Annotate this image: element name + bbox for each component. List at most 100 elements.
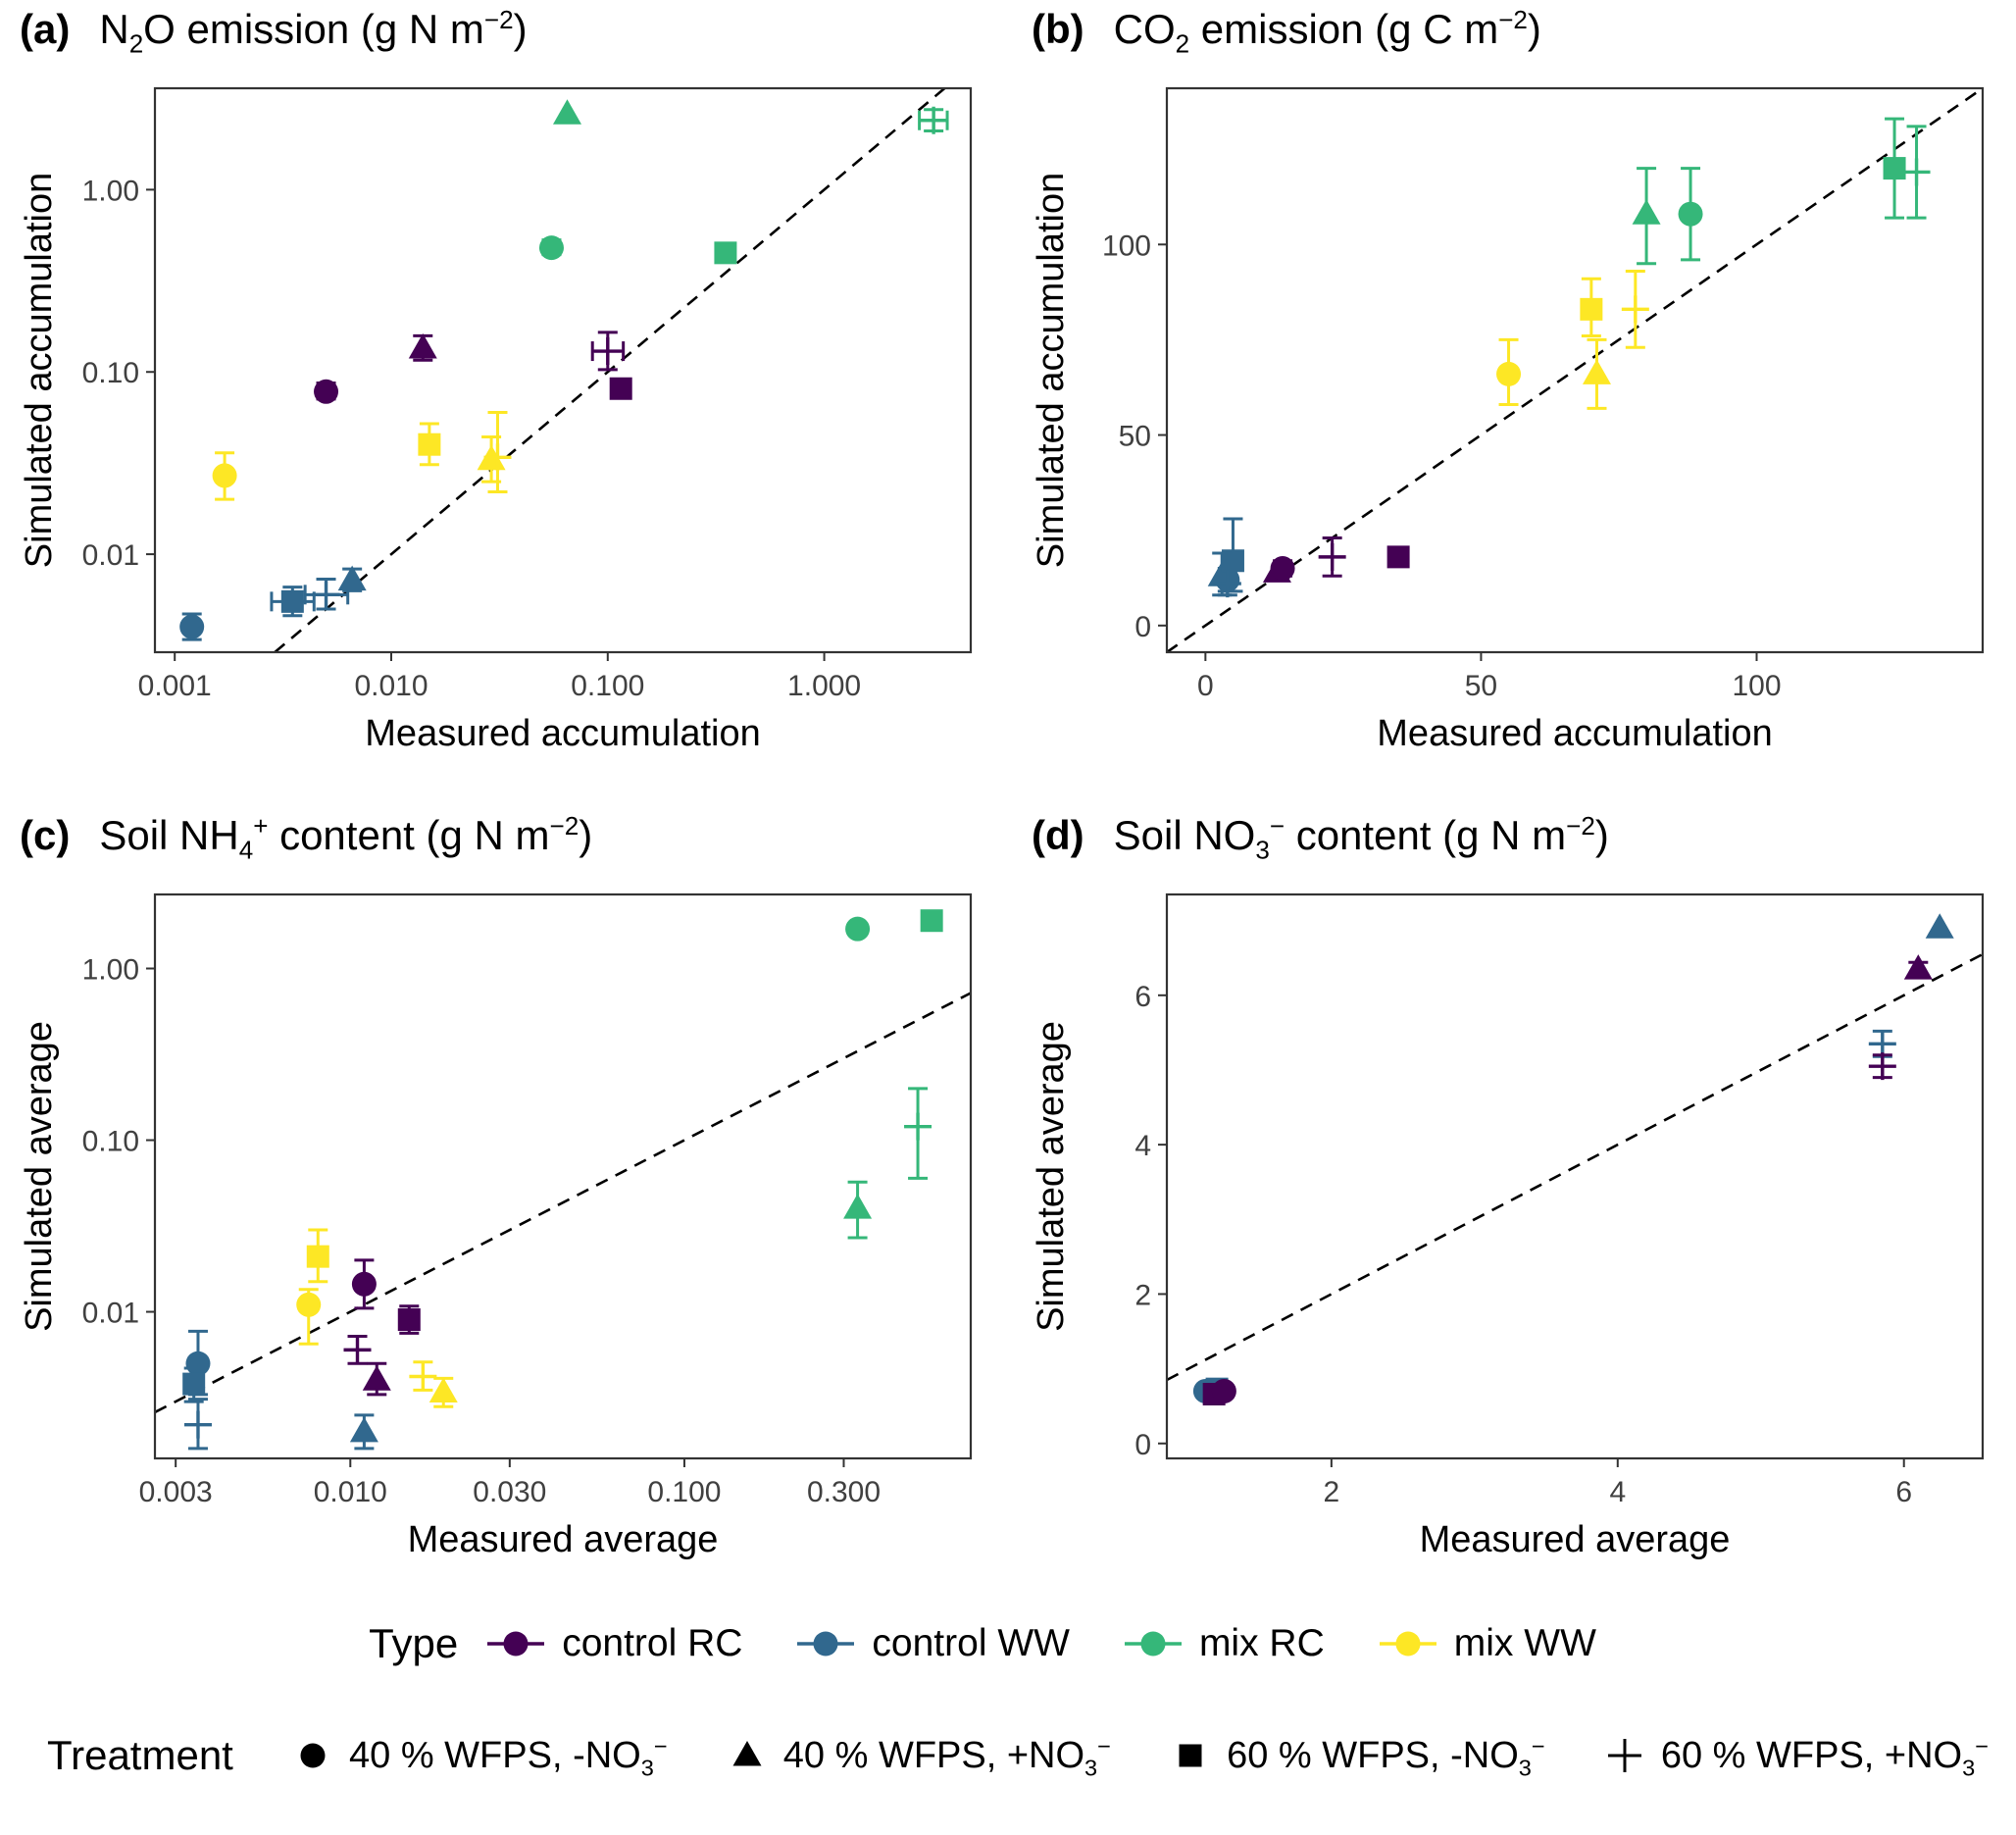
y-tick-label: 0 bbox=[1134, 1429, 1151, 1461]
square-marker bbox=[1883, 157, 1906, 180]
panel-b-plot: 0 50 100 0 50 100 Measured accumulation Simulat… bbox=[1031, 86, 1985, 754]
type-legend-glyph-icon bbox=[1124, 1631, 1182, 1657]
type-legend-item: mix WW bbox=[1376, 1622, 1596, 1665]
panel-a-header: (a) N2O emission (g N m−2) bbox=[8, 6, 996, 78]
y-tick-label: 1.00 bbox=[82, 953, 139, 986]
circle-marker bbox=[845, 916, 871, 942]
x-tick-label: 0.100 bbox=[647, 1476, 721, 1508]
identity-line bbox=[1166, 86, 1984, 654]
axes: 0.003 0.010 0.030 0.100 0.300 0.01 0.10 1.00 Mea… bbox=[19, 953, 881, 1560]
treatment-legend-item: 60 % WFPS, +NO3− bbox=[1602, 1732, 1989, 1781]
treatment-legend-label: 60 % WFPS, +NO3− bbox=[1660, 1732, 1989, 1781]
circle-marker bbox=[185, 1351, 211, 1376]
type-legend-item: control WW bbox=[793, 1622, 1070, 1665]
triangle-marker bbox=[337, 565, 367, 591]
circle-legend-icon bbox=[300, 1743, 326, 1768]
square-marker bbox=[1179, 1744, 1202, 1767]
plus-marker bbox=[312, 581, 340, 609]
x-tick-label: 0.010 bbox=[354, 670, 428, 702]
y-tick-label: 0 bbox=[1134, 611, 1151, 643]
type-legend-label: mix RC bbox=[1198, 1622, 1325, 1664]
square-marker bbox=[714, 241, 737, 265]
plus-legend-icon bbox=[1607, 1739, 1641, 1772]
square-marker bbox=[280, 589, 304, 613]
plot-panel-border bbox=[1165, 86, 1985, 654]
y-tick-label: 50 bbox=[1119, 421, 1151, 453]
panel-a-plot: 0.001 0.010 0.100 1.000 0.01 0.10 1.00 Measured… bbox=[19, 86, 973, 754]
y-tick-label: 100 bbox=[1102, 229, 1151, 262]
plus-marker bbox=[904, 1112, 932, 1141]
triangle-marker bbox=[1582, 359, 1611, 384]
square-marker bbox=[1386, 545, 1410, 569]
plus-marker bbox=[183, 1410, 212, 1439]
x-tick-label: 0.300 bbox=[807, 1476, 881, 1508]
panel-c-title: Soil NH4+ content (g N m−2) bbox=[99, 811, 593, 865]
x-tick-label: 0 bbox=[1197, 670, 1214, 702]
plot-panel-border bbox=[153, 892, 973, 1460]
square-marker bbox=[182, 1372, 206, 1396]
circle-marker bbox=[538, 235, 564, 261]
circle-marker bbox=[1678, 201, 1703, 227]
y-axis-title: Simulated average bbox=[19, 1021, 60, 1332]
data-points bbox=[179, 99, 948, 639]
panel-d-header: (d) Soil NO3− content (g N m−2) bbox=[1020, 812, 2008, 885]
panel-a: (a) N2O emission (g N m−2) 0.001 0.010 0.1… bbox=[8, 6, 996, 765]
type-legend-title: Type bbox=[369, 1620, 459, 1666]
x-tick-label: 2 bbox=[1324, 1476, 1340, 1508]
x-tick-label: 0.100 bbox=[571, 670, 644, 702]
square-legend-icon bbox=[1179, 1744, 1202, 1767]
plus-marker bbox=[1868, 1052, 1896, 1081]
x-tick-label: 0.003 bbox=[139, 1476, 213, 1508]
circle-marker bbox=[1270, 556, 1295, 582]
panel-c-label: (c) bbox=[20, 812, 71, 858]
axes: 2 4 6 0 2 4 6 Measured average Simulated average bbox=[1031, 981, 1912, 1560]
triangle-marker bbox=[732, 1741, 762, 1766]
panel-b-title: CO2 emission (g C m−2) bbox=[1113, 5, 1541, 59]
plus-marker bbox=[409, 1362, 437, 1391]
square-marker bbox=[609, 377, 632, 400]
x-tick-label: 100 bbox=[1732, 670, 1781, 702]
circle-marker bbox=[314, 379, 339, 404]
panel-d-title: Soil NO3− content (g N m−2) bbox=[1113, 811, 1609, 865]
type-legend-item: mix RC bbox=[1121, 1622, 1325, 1665]
x-axis-title: Measured average bbox=[1420, 1519, 1731, 1560]
square-marker bbox=[418, 433, 441, 456]
y-tick-label: 1.00 bbox=[82, 175, 139, 207]
triangle-marker bbox=[408, 333, 437, 359]
y-tick-label: 0.01 bbox=[82, 1298, 139, 1330]
panel-b-label: (b) bbox=[1032, 6, 1084, 52]
data-points bbox=[182, 909, 943, 1443]
type-legend-label: control WW bbox=[872, 1622, 1070, 1664]
y-tick-label: 0.10 bbox=[82, 1126, 139, 1158]
square-marker bbox=[397, 1308, 421, 1332]
type-legend-items: control RC control WW mix RC mix WW bbox=[483, 1622, 1647, 1665]
plot-panel-background bbox=[1167, 894, 1983, 1458]
treatment-legend: Treatment 40 % WFPS, -NO3− 40 % WFPS, +NO… bbox=[47, 1732, 1989, 1779]
type-legend-item: control RC bbox=[483, 1622, 742, 1665]
y-tick-label: 0.10 bbox=[82, 357, 139, 389]
plus-marker bbox=[1213, 570, 1241, 598]
x-axis-title: Measured accumulation bbox=[1377, 713, 1772, 754]
circle-marker bbox=[1496, 361, 1522, 386]
identity-line bbox=[154, 992, 972, 1414]
plot-panel-border bbox=[153, 86, 973, 654]
x-tick-label: 0.010 bbox=[314, 1476, 387, 1508]
panel-b-header: (b) CO2 emission (g C m−2) bbox=[1020, 6, 2008, 78]
square-marker bbox=[1221, 549, 1244, 573]
treatment-legend-title: Treatment bbox=[47, 1732, 233, 1778]
treatment-legend-label: 60 % WFPS, -NO3− bbox=[1227, 1732, 1545, 1781]
panel-a-title: N2O emission (g N m−2) bbox=[99, 5, 528, 59]
y-axis-title: Simulated accumulation bbox=[1031, 173, 1072, 568]
panel-c-header: (c) Soil NH4+ content (g N m−2) bbox=[8, 812, 996, 885]
triangle-marker bbox=[362, 1365, 391, 1391]
circle-marker bbox=[351, 1271, 377, 1297]
x-tick-label: 6 bbox=[1895, 1476, 1912, 1508]
treatment-legend-item: 40 % WFPS, +NO3− bbox=[725, 1733, 1111, 1779]
triangle-marker bbox=[1632, 199, 1661, 225]
panel-d-plot: 2 4 6 0 2 4 6 Measured average Simulated average bbox=[1031, 892, 1985, 1560]
circle-marker bbox=[212, 463, 237, 488]
panel-d: (d) Soil NO3− content (g N m−2) 2 4 6 0 2 4 6 M… bbox=[1020, 812, 2008, 1571]
triangle-marker bbox=[552, 99, 581, 125]
y-axis-title: Simulated average bbox=[1031, 1021, 1072, 1332]
